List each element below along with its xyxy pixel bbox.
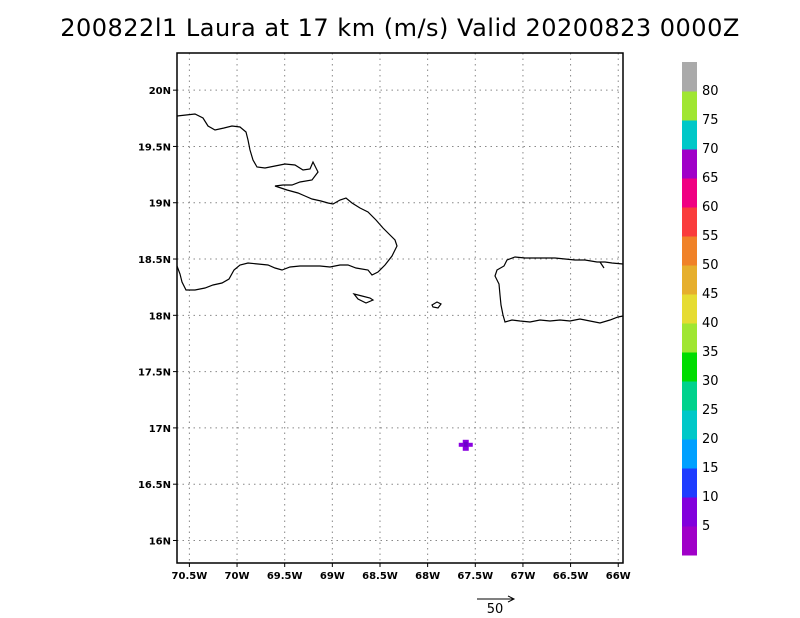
colorbar-swatch — [682, 497, 697, 527]
colorbar-label: 40 — [702, 316, 719, 331]
colorbar-label: 60 — [702, 200, 719, 215]
y-tick-label: 17.5N — [138, 368, 171, 379]
colorbar-label: 20 — [702, 432, 719, 447]
colorbar-swatch — [682, 526, 697, 556]
colorbar-label: 55 — [702, 229, 719, 244]
colorbar-swatch — [682, 149, 697, 179]
colorbar-swatch — [682, 352, 697, 382]
x-tick-label: 69.5W — [267, 571, 303, 582]
colorbar-swatch — [682, 265, 697, 295]
map-frame — [176, 52, 624, 564]
x-tick-label: 68W — [415, 571, 440, 582]
colorbar-label: 25 — [702, 403, 719, 418]
y-tick-label: 19N — [149, 199, 171, 210]
y-tick-label: 18.5N — [138, 255, 171, 266]
colorbar-label: 80 — [702, 84, 719, 99]
latitude-tick-labels: 20N 19.5N 19N 18.5N 18N 17.5N 17N 16.5N 16N — [138, 86, 177, 547]
x-tick-label: 70.5W — [172, 571, 208, 582]
coastline-mona-island — [431, 301, 442, 309]
lat-lon-grid — [177, 53, 623, 563]
longitude-tick-labels: 70.5W 70W 69.5W 69W 68.5W 68W 67.5W 67W 66.5W 66W — [172, 563, 631, 582]
y-tick-label: 20N — [149, 86, 171, 97]
colorbar-swatch — [682, 120, 697, 150]
map-title: 200822l1 Laura at 17 km (m/s) Valid 2020… — [60, 14, 740, 42]
colorbar-label: 75 — [702, 113, 719, 128]
colorbar-swatch — [682, 91, 697, 121]
y-tick-label: 16N — [149, 536, 171, 547]
coastline-puerto-rico — [494, 256, 624, 324]
colorbar: 5 10 15 20 25 30 35 40 45 50 55 60 65 70 75 80 — [682, 62, 719, 556]
y-tick-label: 17N — [149, 424, 171, 435]
colorbar-swatch — [682, 410, 697, 440]
colorbar-swatch — [682, 381, 697, 411]
x-tick-label: 67W — [510, 571, 535, 582]
x-tick-label: 68.5W — [362, 571, 398, 582]
colorbar-label: 10 — [702, 490, 719, 505]
colorbar-label: 5 — [702, 519, 710, 534]
colorbar-label: 50 — [702, 258, 719, 273]
x-tick-label: 69W — [320, 571, 345, 582]
x-tick-label: 66W — [606, 571, 631, 582]
colorbar-swatch — [682, 207, 697, 237]
coastline-puerto-rico-tick — [599, 261, 605, 269]
vector-reference-arrowhead-icon — [507, 595, 516, 603]
colorbar-swatch — [682, 439, 697, 469]
x-tick-label: 66.5W — [553, 571, 589, 582]
coastline-hispaniola — [176, 113, 398, 291]
colorbar-label: 30 — [702, 374, 719, 389]
colorbar-swatch — [682, 62, 697, 92]
vector-reference-label: 50 — [487, 602, 504, 617]
colorbar-label: 35 — [702, 345, 719, 360]
colorbar-swatch — [682, 178, 697, 208]
colorbar-swatch — [682, 468, 697, 498]
coastlines — [176, 113, 624, 324]
x-tick-label: 70W — [225, 571, 250, 582]
colorbar-label: 45 — [702, 287, 719, 302]
colorbar-label: 65 — [702, 171, 719, 186]
colorbar-swatch — [682, 294, 697, 324]
y-tick-label: 16.5N — [138, 480, 171, 491]
x-tick-label: 67.5W — [457, 571, 493, 582]
coastline-saona-island — [352, 292, 375, 304]
wind-blob-center — [463, 441, 468, 447]
y-tick-label: 18N — [149, 311, 171, 322]
colorbar-label: 70 — [702, 142, 719, 157]
colorbar-swatch — [682, 323, 697, 353]
vector-reference: 50 — [477, 595, 516, 617]
y-tick-label: 19.5N — [138, 142, 171, 153]
wind-speed-shading — [458, 439, 473, 451]
colorbar-label: 15 — [702, 461, 719, 476]
colorbar-swatch — [682, 236, 697, 266]
